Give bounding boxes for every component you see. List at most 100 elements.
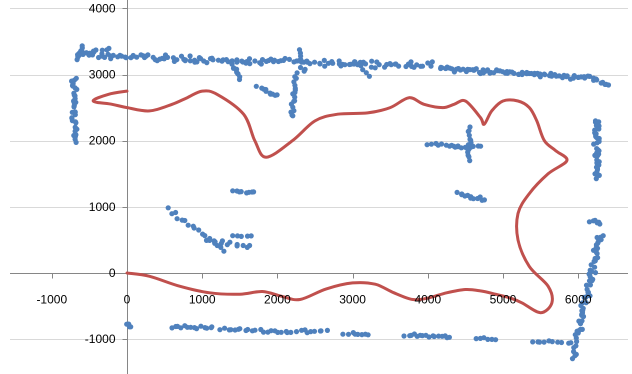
scatter-point: [207, 237, 213, 243]
scatter-point: [196, 227, 202, 233]
scatter-point: [278, 329, 284, 335]
y-tick-label: 0: [109, 266, 116, 280]
scatter-point: [99, 47, 105, 53]
scatter-point: [307, 61, 313, 67]
scatter-point: [198, 323, 204, 329]
scatter-point: [282, 55, 288, 62]
tick-labels: -1000 0 1000 2000 3000 4000 5000 6000 -1000 0 1000…: [36, 1, 591, 346]
scatter-point: [324, 327, 330, 333]
scatter-point: [537, 71, 543, 77]
scatter-point: [574, 338, 580, 345]
scatter-point: [321, 57, 327, 64]
scatter-point: [230, 188, 236, 194]
scatter-point: [236, 76, 243, 83]
trajectory-line: [91, 89, 569, 315]
scatter-point: [187, 53, 193, 59]
y-tick-label: 1000: [89, 200, 116, 214]
scatter-point: [594, 77, 600, 83]
scatter-point: [519, 71, 525, 78]
scatter-point: [541, 339, 547, 345]
scatter-point: [274, 92, 280, 98]
scatter-point: [569, 356, 576, 362]
scatter-point: [258, 61, 264, 67]
scatter-point: [511, 70, 517, 76]
scatter-point: [372, 65, 378, 71]
scatter-point: [210, 57, 216, 63]
scatter-point: [173, 209, 179, 216]
scatter-point: [555, 339, 561, 345]
scatter-point: [524, 69, 530, 76]
scatter-point: [227, 239, 233, 245]
scatter-point: [414, 62, 420, 68]
scatter-point: [178, 325, 184, 331]
scatter-point: [212, 239, 218, 245]
scatter-point: [174, 216, 180, 222]
scatter-point: [605, 82, 612, 88]
scatter-point: [467, 158, 473, 164]
scatter-point: [240, 242, 246, 249]
scatter-point: [366, 73, 372, 79]
scatter-point: [298, 53, 304, 59]
scatter-point: [134, 54, 140, 60]
scatter-point: [152, 57, 158, 63]
scatter-point: [245, 326, 251, 333]
x-tick-label: 5000: [490, 293, 517, 307]
scatter-point: [587, 73, 593, 79]
scatter-series: [69, 43, 612, 362]
scatter-point: [592, 270, 599, 276]
scatter-point: [340, 331, 346, 337]
scatter-point: [234, 233, 241, 239]
scatter-point: [185, 222, 191, 228]
scatter-point: [196, 55, 202, 61]
scatter-point: [80, 51, 86, 57]
scatter-point: [591, 258, 597, 264]
scatter-point: [251, 189, 257, 195]
scatter-point: [329, 59, 335, 65]
scatter-point: [447, 143, 453, 149]
scatter-point: [110, 52, 116, 59]
scatter-point: [191, 225, 197, 231]
scatter-point: [464, 146, 471, 152]
y-tick-label: 3000: [89, 68, 116, 82]
scatter-point: [260, 329, 267, 335]
scatter-point: [596, 138, 602, 145]
scatter-point: [253, 83, 259, 89]
scatter-point: [419, 63, 426, 69]
scatter-point: [204, 60, 210, 66]
scatter-point: [571, 345, 577, 351]
scatter-point: [455, 143, 461, 149]
scatter-point: [481, 197, 487, 203]
scatter-point: [408, 59, 414, 65]
scatter-point: [290, 113, 296, 119]
scatter-point: [581, 294, 587, 300]
scatter-point: [209, 324, 215, 330]
scatter-point: [317, 60, 323, 66]
scatter-point: [270, 59, 277, 65]
scatter-point: [493, 337, 499, 343]
y-tick-label: 4000: [89, 1, 116, 15]
scatter-point: [587, 293, 593, 299]
scatter-point: [259, 57, 266, 63]
scatter-point: [293, 329, 300, 335]
scatter-point: [218, 244, 224, 250]
scatter-point: [549, 73, 555, 79]
scatter-point: [426, 334, 432, 340]
scatter-point: [401, 333, 407, 339]
scatter-point: [238, 189, 244, 195]
scatter-point: [431, 333, 437, 340]
scatter-point: [586, 219, 593, 225]
scatter-point: [586, 278, 593, 284]
scatter-point: [219, 238, 225, 244]
scatter-point: [164, 54, 171, 61]
scatter-point: [429, 59, 435, 65]
scatter-point: [247, 61, 253, 67]
scatter-point: [252, 327, 258, 333]
axes: [10, 0, 628, 374]
x-tick-label: 0: [124, 293, 131, 307]
scatter-point: [466, 132, 472, 138]
trajectory-series: [91, 89, 569, 315]
scatter-point: [594, 250, 600, 257]
scatter-point: [591, 141, 597, 147]
scatter-point: [583, 282, 590, 288]
scatter-point: [182, 217, 188, 224]
